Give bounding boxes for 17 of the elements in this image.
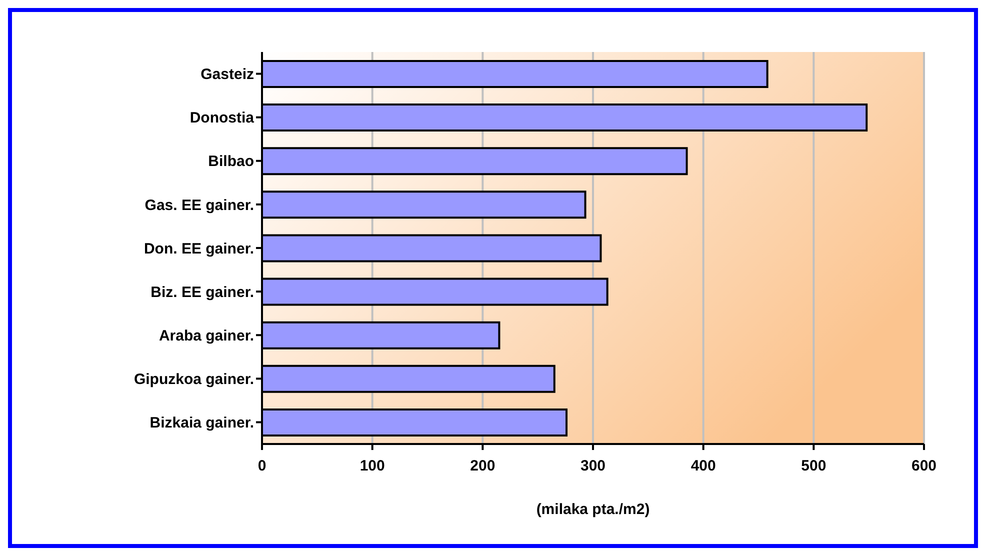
- x-tick-label: 0: [258, 458, 266, 475]
- x-tick-label: 500: [801, 458, 826, 475]
- y-tick-label: Donostia: [190, 110, 255, 127]
- y-tick-label: Bilbao: [208, 153, 254, 170]
- y-tick-label: Biz. EE gainer.: [150, 284, 254, 301]
- x-tick-label: 100: [360, 458, 385, 475]
- x-tick-label: 300: [580, 458, 606, 475]
- x-tick-label: 600: [911, 458, 937, 475]
- x-axis-title: (milaka pta./m2): [536, 501, 650, 518]
- y-tick-label: Gas. EE gainer.: [144, 196, 254, 214]
- x-tick-label: 400: [690, 458, 716, 475]
- y-tick-label: Gasteiz: [200, 66, 254, 84]
- y-tick-label: Bizkaia gainer.: [150, 414, 254, 432]
- y-tick-label: Gipuzkoa gainer.: [134, 370, 254, 388]
- y-tick-label: Araba gainer.: [158, 327, 254, 344]
- y-tick-label: Don. EE gainer.: [144, 240, 254, 258]
- x-tick-label: 200: [470, 458, 496, 475]
